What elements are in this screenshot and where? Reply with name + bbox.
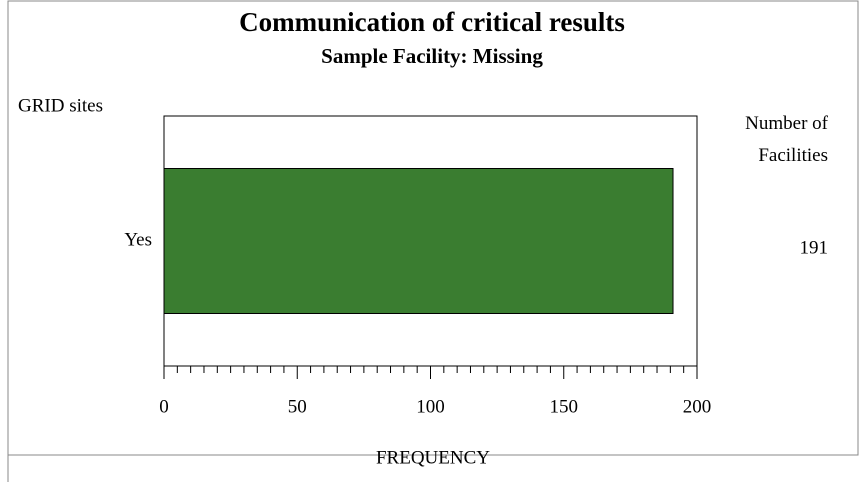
frame: [7, 0, 859, 482]
x-tick-label: 50: [288, 396, 307, 417]
x-tick-label: 0: [159, 396, 169, 417]
chart-title: Communication of critical results: [239, 7, 625, 37]
y-tick-label: Yes: [124, 229, 152, 250]
x-tick-label: 200: [683, 396, 712, 417]
x-axis-label: FREQUENCY: [376, 447, 490, 468]
x-tick-label: 100: [416, 396, 445, 417]
value-label: 191: [800, 237, 829, 258]
x-tick-label: 150: [550, 396, 579, 417]
bar: [163, 168, 674, 314]
y-axis-label: GRID sites: [18, 95, 103, 116]
value-column-label: Number of Facilities: [745, 113, 829, 166]
chart-subtitle: Sample Facility: Missing: [321, 44, 543, 68]
